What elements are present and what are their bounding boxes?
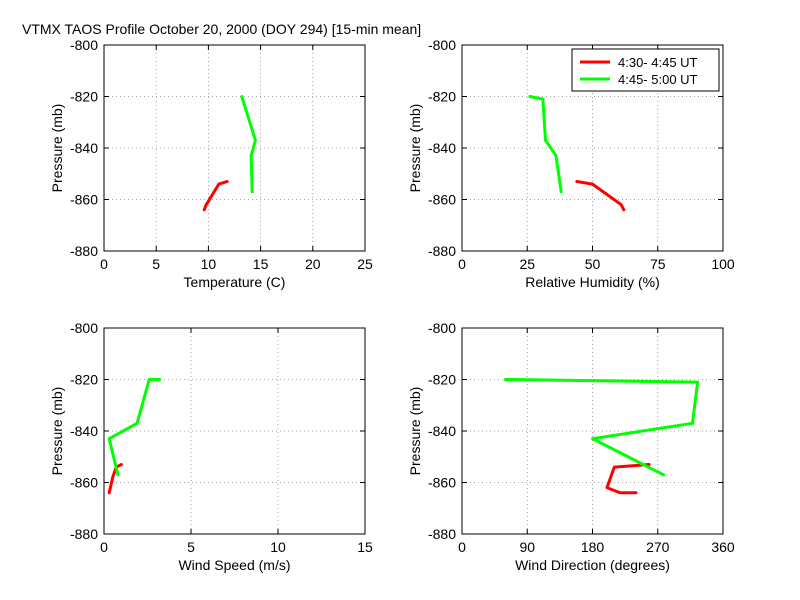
wind-direction-ylabel: Pressure (mb) — [407, 387, 423, 476]
humidity-ytick-label: -800 — [428, 37, 456, 53]
wind-speed-ytick-label: -820 — [70, 372, 98, 388]
wind-direction-series-red-0430-0445 — [605, 463, 651, 495]
humidity-ytick-label: -880 — [428, 243, 456, 259]
wind-direction-ytick-label: -820 — [428, 372, 456, 388]
wind-speed-ytick-label: -800 — [70, 320, 98, 336]
temperature-ytick-label: -860 — [70, 192, 98, 208]
humidity-ytick-label: -840 — [428, 140, 456, 156]
temperature-xtick-label: 20 — [305, 256, 321, 272]
wind-direction-series-green-0445-0500 — [504, 378, 700, 477]
wind-speed-xtick-label: 0 — [100, 539, 108, 555]
wind-direction-ytick-label: -840 — [428, 423, 456, 439]
humidity-ylabel: Pressure (mb) — [407, 104, 423, 193]
temperature-series-green-0445-0500 — [240, 95, 257, 194]
temperature-xtick-label: 5 — [152, 256, 160, 272]
legend-box — [571, 48, 720, 92]
temperature-ylabel: Pressure (mb) — [49, 104, 65, 193]
legend-label-1: 4:45- 5:00 UT — [618, 72, 698, 87]
wind-speed-series-green-0445-0500 — [107, 378, 162, 477]
wind-direction-axes-frame — [461, 327, 724, 535]
temperature-xtick-label: 10 — [201, 256, 217, 272]
humidity-xtick-label: 0 — [458, 256, 466, 272]
wind-speed-ytick-label: -840 — [70, 423, 98, 439]
temperature-ytick-label: -800 — [70, 37, 98, 53]
temperature-xtick-label: 0 — [100, 256, 108, 272]
legend: 4:30- 4:45 UT 4:45- 5:00 UT — [571, 48, 720, 92]
temperature-xtick-label: 15 — [253, 256, 269, 272]
temperature-plot-area — [104, 45, 365, 251]
chart-wind-speed: 0 5 10 15 -880 -860 -840 -820 -800 Wind Speed (m/… — [49, 320, 373, 573]
wind-direction-xtick-label: 0 — [458, 539, 466, 555]
legend-label-0: 4:30- 4:45 UT — [618, 55, 698, 70]
wind-direction-plot-area — [462, 328, 723, 534]
wind-speed-xtick-label: 15 — [357, 539, 373, 555]
humidity-ytick-label: -860 — [428, 192, 456, 208]
wind-direction-ytick-label: -860 — [428, 475, 456, 491]
wind-speed-axes-frame — [103, 327, 366, 535]
wind-direction-xtick-label: 90 — [519, 539, 535, 555]
humidity-xtick-label: 25 — [519, 256, 535, 272]
wind-speed-ylabel: Pressure (mb) — [49, 387, 65, 476]
humidity-xtick-label: 75 — [650, 256, 666, 272]
humidity-xtick-label: 50 — [585, 256, 601, 272]
humidity-xtick-label: 100 — [711, 256, 735, 272]
wind-speed-series-red-0430-0445 — [107, 463, 123, 495]
wind-direction-xlabel: Wind Direction (degrees) — [515, 557, 670, 573]
figure-title: VTMX TAOS Profile October 20, 2000 (DOY … — [22, 21, 421, 37]
wind-speed-xtick-label: 10 — [270, 539, 286, 555]
temperature-ytick-label: -820 — [70, 89, 98, 105]
temperature-series-red-0430-0445 — [202, 180, 229, 212]
wind-direction-ytick-label: -880 — [428, 526, 456, 542]
temperature-xtick-label: 25 — [357, 256, 373, 272]
chart-wind-direction: 0 90 180 270 360 -880 -860 -840 -820 -800 Wind Dir… — [407, 320, 735, 573]
temperature-ytick-label: -880 — [70, 243, 98, 259]
wind-direction-ytick-label: -800 — [428, 320, 456, 336]
humidity-series-green-0445-0500 — [528, 95, 563, 194]
wind-direction-xtick-label: 360 — [711, 539, 735, 555]
humidity-series-red-0430-0445 — [575, 180, 626, 212]
temperature-axes-frame — [103, 44, 366, 252]
wind-speed-ytick-label: -880 — [70, 526, 98, 542]
plots-container: 0 5 10 15 20 25 -880 -860 -840 -820 -800 Temperatur… — [49, 37, 735, 573]
wind-direction-xtick-label: 180 — [581, 539, 605, 555]
wind-speed-xlabel: Wind Speed (m/s) — [178, 557, 290, 573]
chart-temperature: 0 5 10 15 20 25 -880 -860 -840 -820 -800 Temperatur… — [49, 37, 373, 290]
wind-speed-xtick-label: 5 — [187, 539, 195, 555]
temperature-xlabel: Temperature (C) — [184, 274, 286, 290]
wind-speed-plot-area — [104, 328, 365, 534]
wind-speed-ytick-label: -860 — [70, 475, 98, 491]
humidity-ytick-label: -820 — [428, 89, 456, 105]
humidity-xlabel: Relative Humidity (%) — [525, 274, 660, 290]
humidity-axes-frame — [461, 44, 724, 252]
wind-direction-xtick-label: 270 — [646, 539, 670, 555]
temperature-ytick-label: -840 — [70, 140, 98, 156]
